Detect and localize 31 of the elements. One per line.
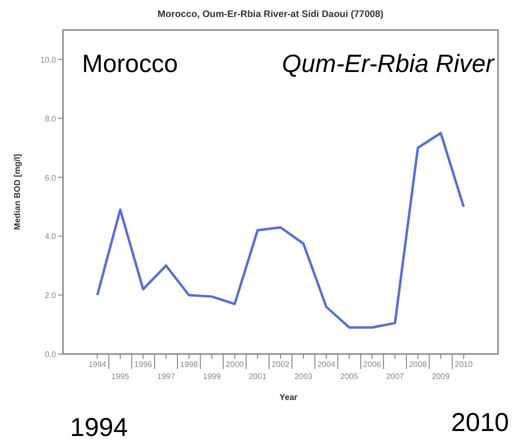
x-tick-label: 2003 [294, 372, 313, 381]
x-tick-label: 2009 [432, 372, 450, 381]
x-tick-label: 2000 [226, 360, 244, 369]
x-tick-label: 2010 [454, 360, 474, 369]
text: 1994 [70, 412, 128, 441]
x-tick-label: 1998 [180, 360, 198, 369]
line-series [96, 132, 465, 329]
text: 2010 [451, 407, 509, 437]
y-tick-label: 6.0 [44, 173, 57, 182]
x-tick-label: 2006 [363, 360, 382, 369]
x-axis-title: Year [280, 392, 298, 402]
x-tick-label: 2008 [408, 360, 428, 369]
y-tick-label: 2.0 [44, 291, 57, 300]
x-tick-label: 1994 [88, 360, 107, 369]
x-tick-label: 2007 [386, 372, 404, 381]
y-tick-label: 10.0 [40, 55, 57, 64]
x-tick-label: 1999 [202, 372, 222, 381]
x-tick-label: 1995 [111, 372, 130, 381]
y-tick-label: 4.0 [44, 232, 57, 242]
annotation: Morocco [82, 50, 178, 78]
y-axis-title: Median BOD [mg/l] [12, 154, 22, 230]
y-tick-label: 0.0 [44, 350, 57, 359]
x-tick-label: 2004 [317, 360, 336, 369]
x-tick-label: 2002 [272, 360, 290, 369]
y-tick-label: 8.0 [44, 114, 57, 124]
x-tick-label: 2005 [340, 372, 359, 381]
annotation: Qum-Er-Rbia River [282, 50, 496, 78]
x-tick-label: 1996 [134, 360, 153, 369]
chart-title: Morocco, Oum-Er-Rbia River-at Sidi Daoui (77008) [158, 9, 384, 20]
x-tick-label: 1997 [157, 372, 176, 381]
x-tick-label: 2001 [248, 372, 268, 381]
